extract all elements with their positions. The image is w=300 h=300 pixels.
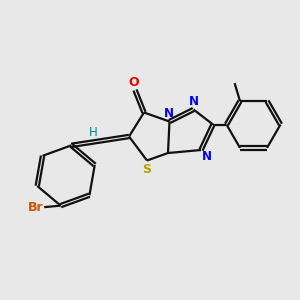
Text: N: N	[164, 106, 174, 120]
Text: N: N	[189, 95, 199, 108]
Text: H: H	[88, 125, 97, 139]
Text: Br: Br	[28, 201, 44, 214]
Text: S: S	[142, 163, 152, 176]
Text: O: O	[128, 76, 139, 89]
Text: N: N	[202, 149, 212, 163]
